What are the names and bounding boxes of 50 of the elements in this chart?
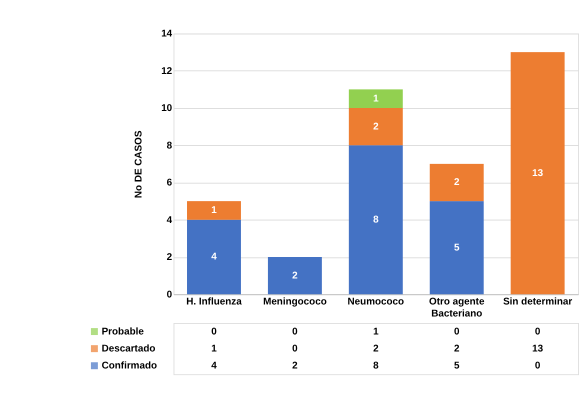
- data-label: 0: [211, 326, 218, 338]
- data-label: 0: [534, 326, 541, 338]
- data-label: 4: [211, 360, 218, 372]
- x-tick-label: Sin determinar: [503, 296, 572, 308]
- data-label: 2: [454, 343, 460, 354]
- text: 8: [373, 214, 379, 226]
- y-tick-label: 8: [166, 140, 173, 152]
- y-tick-label: 10: [161, 103, 173, 114]
- data-label: 5: [454, 360, 460, 372]
- data-label: 0: [534, 360, 541, 372]
- data-label: 0: [292, 326, 298, 338]
- y-tick-label: 6: [166, 178, 173, 189]
- bar: [348, 89, 403, 108]
- legend-label: Descartado: [102, 343, 156, 354]
- y-tick-label: 2: [166, 252, 173, 264]
- data-label: 2: [373, 343, 380, 354]
- legend-label: Probable: [102, 326, 144, 338]
- bar: [510, 52, 565, 294]
- text: 1: [373, 93, 379, 104]
- bar: [348, 108, 403, 146]
- x-tick-label: Neumococo: [348, 296, 404, 308]
- y-tick-label: 12: [161, 66, 173, 77]
- x-tick-label: Otro agente Bacteriano: [429, 296, 485, 320]
- text: 5: [454, 242, 460, 254]
- text: 2: [454, 177, 460, 188]
- y-tick-label: 0: [166, 289, 173, 300]
- data-label: 2: [292, 360, 298, 372]
- data-label: 0: [454, 326, 460, 338]
- bar: [430, 164, 484, 202]
- bar: [187, 220, 241, 294]
- bar: [348, 145, 403, 294]
- x-tick-label: Meningococo: [263, 296, 327, 308]
- y-tick-label: 14: [161, 28, 173, 40]
- text: 4: [211, 252, 217, 263]
- data-label: 0: [292, 343, 298, 354]
- y-tick-label: 4: [166, 214, 173, 226]
- bar: [187, 201, 241, 220]
- data-label: 8: [373, 360, 380, 372]
- x-tick-label: H. Influenza: [186, 296, 242, 308]
- text: 1: [211, 205, 217, 216]
- data-label: 13: [532, 343, 544, 354]
- legend-label: Confirmado: [102, 360, 158, 372]
- text: 13: [532, 168, 544, 179]
- text: 2: [292, 270, 298, 282]
- bar: [430, 201, 484, 294]
- bar: [268, 257, 322, 294]
- data-label: 1: [373, 326, 380, 338]
- y-axis-title: No DE CASOS: [133, 130, 144, 198]
- text: 2: [373, 121, 379, 132]
- data-label: 1: [211, 343, 218, 354]
